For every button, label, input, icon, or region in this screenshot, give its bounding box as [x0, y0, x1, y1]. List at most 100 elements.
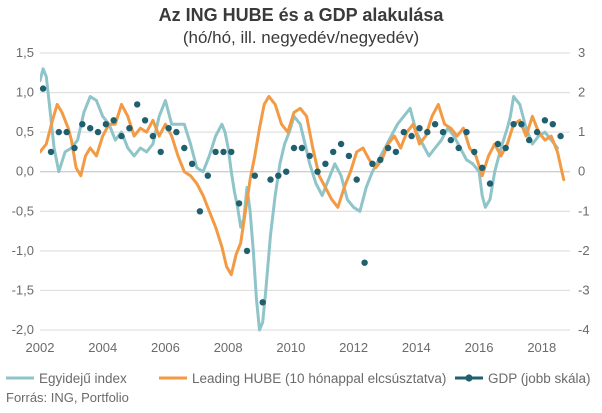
gdp-point: [463, 128, 470, 136]
gdp-point: [63, 128, 70, 136]
y-left-tick-label: 1,5: [16, 45, 34, 60]
gdp-point: [212, 148, 219, 156]
gdp-point: [494, 140, 502, 148]
gdp-point: [377, 156, 384, 163]
y-right-tick-label: 2: [578, 85, 585, 100]
gdp-point: [220, 148, 227, 156]
gdp-point: [290, 144, 298, 152]
gdp-point: [361, 259, 368, 266]
y-right-tick-label: -2: [578, 243, 590, 258]
legend-egyidleju-label: Egyidejű index: [39, 371, 127, 386]
gdp-point: [102, 121, 110, 128]
gdp-point: [455, 144, 462, 152]
y-left-tick-label: 0,0: [16, 164, 34, 179]
x-tick-label: 2010: [276, 340, 305, 355]
gdp-point: [134, 101, 141, 108]
gdp-point: [126, 125, 133, 132]
gdp-point: [439, 128, 447, 136]
gdp-point: [275, 172, 282, 179]
x-tick-label: 2004: [88, 340, 117, 355]
gdp-point: [353, 176, 360, 183]
gdp-point: [557, 132, 564, 140]
gdp-point: [337, 140, 345, 148]
gdp-point: [471, 148, 478, 156]
gdp-point: [157, 148, 164, 156]
gdp-point: [306, 152, 313, 160]
gdp-point: [549, 121, 556, 128]
gdp-point: [188, 160, 196, 167]
gdp-point: [431, 121, 439, 128]
gdp-point: [71, 144, 78, 152]
gdp-point: [400, 128, 407, 136]
gdp-point: [87, 125, 94, 132]
x-tick-label: 2006: [151, 340, 180, 355]
y-left-tick-label: -2,0: [12, 322, 34, 337]
y-left-tick-label: -1,0: [12, 243, 34, 258]
gdp-point: [149, 132, 157, 140]
gdp-point: [447, 136, 454, 144]
gdp-point: [533, 128, 541, 136]
gdp-point: [196, 208, 204, 215]
legend-gdp-marker: [465, 374, 473, 382]
gdp-point: [369, 160, 376, 167]
y-left-tick-label: -0,5: [12, 203, 34, 218]
gdp-point: [235, 200, 243, 207]
gdp-point: [94, 128, 102, 136]
gdp-point: [384, 144, 392, 152]
x-tick-label: 2002: [26, 340, 55, 355]
gdp-point: [267, 176, 274, 183]
gdp-point: [526, 136, 533, 144]
gdp-point: [322, 160, 329, 167]
gdp-point: [79, 121, 86, 128]
leading-hube-line: [40, 95, 566, 277]
y-right-tick-label: -3: [578, 282, 590, 297]
gdp-point: [479, 164, 486, 171]
source-note: Forrás: ING, Portfolio: [6, 390, 129, 405]
gdp-point: [173, 128, 180, 136]
gdp-point: [283, 168, 290, 175]
gdp-point: [392, 148, 400, 156]
gdp-point: [259, 299, 266, 306]
x-tick-label: 2012: [339, 340, 368, 355]
chart-title: Az ING HUBE és a GDP alakulása: [158, 5, 444, 25]
gdp-point: [298, 144, 306, 152]
gdp-point: [141, 117, 149, 124]
gdp-point: [510, 121, 517, 128]
gdp-point: [416, 125, 423, 132]
x-tick-label: 2016: [465, 340, 494, 355]
chart-subtitle: (hó/hó, ill. negyedév/negyedév): [182, 28, 420, 47]
x-tick-label: 2018: [527, 340, 556, 355]
gdp-point: [518, 121, 525, 128]
legend-gdp-label: GDP (jobb skála): [488, 371, 591, 386]
egyidleju-index-line: [40, 67, 559, 332]
gdp-point: [541, 117, 549, 124]
gdp-point: [204, 172, 211, 179]
gdp-point: [118, 132, 125, 140]
y-left-tick-label: 0,5: [16, 124, 34, 139]
gdp-point: [251, 172, 258, 179]
gdp-point: [502, 144, 509, 152]
gdp-point: [55, 128, 62, 136]
legend-leading-label: Leading HUBE (10 hónappal elcsúsztatva): [192, 371, 446, 386]
gdp-point: [165, 125, 172, 132]
gdp-point: [110, 117, 117, 124]
y-right-tick-label: 3: [578, 45, 585, 60]
y-right-tick-label: 1: [578, 124, 585, 139]
x-tick-label: 2014: [402, 340, 431, 355]
gdp-point: [314, 168, 321, 175]
gdp-point: [345, 152, 353, 160]
gdp-point: [330, 148, 337, 156]
gdp-point: [47, 148, 55, 156]
gdp-point: [228, 148, 235, 156]
gdp-point: [181, 144, 188, 152]
gdp-point: [408, 132, 415, 140]
y-right-tick-label: -1: [578, 203, 590, 218]
gdp-point: [39, 85, 47, 92]
x-tick-label: 2008: [214, 340, 243, 355]
y-right-tick-label: 0: [578, 164, 585, 179]
y-right-tick-label: -4: [578, 322, 590, 337]
gdp-point: [243, 247, 251, 255]
y-left-tick-label: -1,5: [12, 282, 34, 297]
y-left-tick-label: 1,0: [16, 85, 34, 100]
